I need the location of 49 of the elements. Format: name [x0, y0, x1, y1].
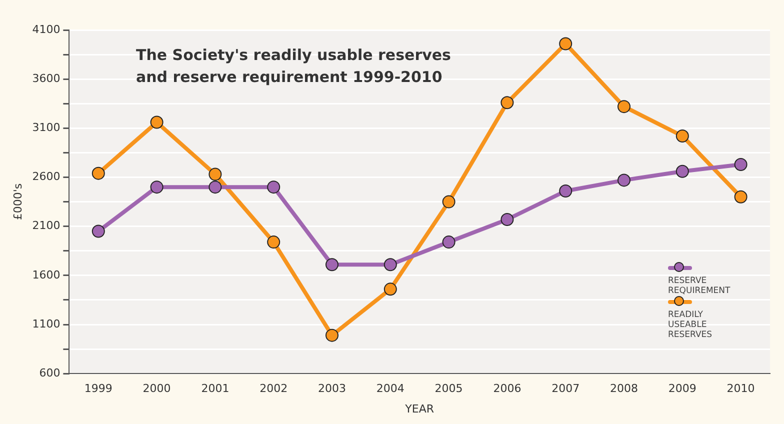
legend-label: READILY USEABLE RESERVES [668, 310, 714, 340]
x-tick-label: 2007 [552, 382, 580, 396]
y-tick-label: 1100 [32, 317, 60, 330]
point [208, 180, 222, 194]
point [325, 258, 338, 272]
x-tick-label: 2004 [376, 382, 404, 396]
point [267, 180, 280, 194]
y-tick-label: 600 [39, 366, 60, 380]
point [559, 184, 572, 198]
legend-label: RESERVE REQUIREMENT [668, 276, 732, 296]
point [618, 100, 630, 114]
x-tick-label: 2005 [434, 382, 463, 396]
point [92, 166, 105, 180]
point [325, 328, 338, 342]
point [384, 282, 397, 296]
x-tick-label: 2010 [726, 382, 755, 396]
point [267, 236, 280, 249]
x-tick-label: 2000 [142, 382, 171, 396]
point [150, 116, 164, 129]
x-tick-label: 2006 [493, 382, 522, 396]
point [676, 164, 689, 178]
point [500, 212, 514, 226]
x-tick-label: 2008 [610, 382, 638, 396]
x-tick-label: 2003 [318, 382, 346, 396]
point [618, 174, 630, 187]
point [150, 180, 164, 194]
y-tick-label: 2600 [32, 170, 60, 184]
y-axis-title: £000's [11, 183, 24, 220]
y-tick-label: 4100 [32, 22, 60, 36]
point [384, 258, 397, 272]
text: The Society's readily usable reserves and reserve requirement 1999-2010 [136, 45, 452, 88]
point [442, 195, 456, 208]
point [734, 190, 748, 204]
x-tick-label: 2002 [260, 382, 288, 396]
y-tick-label: 2100 [32, 219, 60, 232]
x-tick-label: 2009 [668, 382, 696, 396]
point [92, 224, 105, 238]
point [442, 236, 456, 249]
point [559, 37, 572, 50]
y-tick-label: 3600 [32, 72, 60, 85]
point [734, 158, 748, 171]
y-tick-label: 3100 [32, 121, 60, 134]
point [676, 130, 689, 143]
x-axis-title: YEAR [404, 402, 434, 416]
x-tick-label: 2001 [201, 382, 230, 396]
y-tick-label: 1600 [32, 268, 60, 282]
x-tick-label: 1999 [84, 382, 112, 396]
point [208, 168, 222, 181]
point [500, 96, 514, 110]
